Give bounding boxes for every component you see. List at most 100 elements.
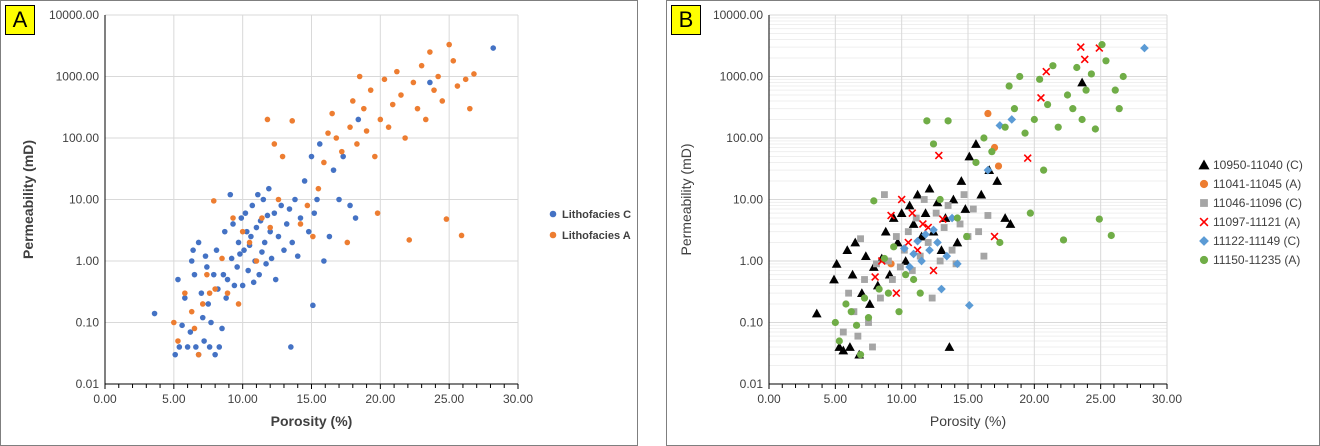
y-axis-title: Permeability (mD) (678, 143, 694, 255)
data-point-lithofacies-c (205, 301, 212, 307)
data-point-10950-11040-c (908, 219, 919, 228)
data-point-lithofacies-a (367, 87, 374, 93)
data-point-lithofacies-c (176, 344, 183, 350)
data-point-11046-11096-c (936, 257, 944, 265)
data-point-lithofacies-c (242, 210, 249, 216)
data-point-lithofacies-a (289, 118, 296, 124)
data-point-lithofacies-c (198, 290, 205, 296)
data-point-lithofacies-a (385, 124, 392, 130)
data-point-lithofacies-a (297, 221, 304, 227)
data-point-11046-11096-c (980, 252, 988, 260)
data-point-lithofacies-a (363, 128, 370, 134)
data-point-lithofacies-c (201, 338, 207, 344)
data-point-11041-11045-a (994, 162, 1003, 170)
data-point-lithofacies-c (288, 344, 294, 350)
data-point-lithofacies-c (336, 196, 342, 203)
data-point-10950-11040-c (845, 342, 855, 351)
data-point-lithofacies-a (195, 351, 202, 358)
data-point-lithofacies-c (260, 196, 267, 203)
data-point-10950-11040-c (864, 299, 875, 308)
data-point-11046-11096-c (865, 319, 872, 326)
data-point-lithofacies-c (227, 191, 234, 198)
data-point-lithofacies-a (389, 101, 396, 108)
data-point-lithofacies-c (308, 153, 315, 160)
data-point-10950-11040-c (924, 183, 935, 193)
x-tick-label: 5.00 (824, 392, 848, 406)
data-point-lithofacies-a (210, 198, 217, 204)
data-point-lithofacies-a (350, 98, 356, 104)
legend-marker-11097-11121-a (1199, 217, 1209, 227)
data-point-lithofacies-c (243, 228, 250, 235)
data-point-11097-11121-a (934, 151, 943, 160)
data-point-lithofacies-a (171, 319, 177, 326)
data-point-11097-11121-a (1023, 154, 1032, 163)
data-point-11046-11096-c (857, 235, 864, 243)
data-point-lithofacies-a (224, 290, 231, 296)
data-point-lithofacies-a (344, 239, 351, 246)
data-point-lithofacies-c (321, 258, 327, 264)
data-point-11097-11121-a (892, 289, 901, 298)
data-point-10950-11040-c (971, 139, 981, 148)
data-point-11150-11235-a (1102, 57, 1110, 65)
data-point-lithofacies-c (179, 322, 185, 329)
data-point-11097-11121-a (908, 209, 917, 218)
y-tick-label: 0.01 (740, 377, 764, 391)
data-point-lithofacies-c (352, 215, 359, 221)
data-point-lithofacies-c (182, 295, 188, 301)
data-point-lithofacies-a (377, 116, 384, 123)
data-point-lithofacies-c (208, 319, 214, 326)
data-point-lithofacies-c (175, 276, 181, 283)
data-point-lithofacies-a (446, 41, 452, 48)
data-point-lithofacies-a (356, 73, 363, 80)
data-point-lithofacies-c (212, 351, 218, 358)
data-point-11046-11096-c (916, 252, 924, 260)
data-point-lithofacies-c (193, 344, 199, 350)
data-point-lithofacies-c (237, 251, 243, 257)
data-point-11150-11235-a (963, 232, 971, 241)
data-point-11150-11235-a (875, 285, 883, 293)
data-point-lithofacies-c (249, 202, 256, 209)
panel-label-b: B (671, 5, 701, 35)
data-point-lithofacies-a (271, 141, 278, 147)
data-point-lithofacies-a (374, 210, 381, 216)
data-point-lithofacies-a (462, 76, 469, 83)
data-point-11150-11235-a (1040, 166, 1048, 174)
data-point-11122-11149-c (953, 259, 962, 269)
data-point-11150-11235-a (852, 321, 861, 329)
data-point-lithofacies-a (471, 71, 477, 77)
data-point-lithofacies-c (190, 247, 196, 253)
data-point-11150-11235-a (860, 294, 869, 302)
data-point-11046-11096-c (969, 205, 977, 213)
data-point-lithofacies-a (275, 196, 282, 203)
data-point-11150-11235-a (972, 158, 980, 167)
data-point-11046-11096-c (881, 191, 888, 199)
data-point-lithofacies-a (321, 159, 327, 166)
data-point-11041-11045-a (984, 109, 992, 118)
x-tick-label: 5.00 (162, 392, 186, 406)
data-point-lithofacies-a (253, 258, 260, 264)
data-point-10950-11040-c (1000, 213, 1011, 222)
data-point-lithofacies-c (172, 351, 179, 358)
data-point-lithofacies-c (216, 344, 223, 350)
data-point-lithofacies-a (398, 92, 404, 98)
data-point-11150-11235-a (916, 289, 924, 297)
y-tick-label: 1000.00 (56, 70, 100, 84)
data-point-lithofacies-a (182, 290, 188, 296)
data-point-11150-11235-a (944, 117, 952, 125)
data-point-lithofacies-c (314, 196, 320, 203)
data-point-10950-11040-c (896, 208, 907, 218)
data-point-10950-11040-c (904, 200, 915, 210)
x-tick-label: 15.00 (953, 392, 983, 406)
data-point-lithofacies-c (256, 271, 262, 278)
data-point-lithofacies-a (406, 237, 413, 243)
scatter-chart-b: 0.01 0.10 1.00 10.00 100.00 1000.00 10000.00 0.… (678, 8, 1303, 429)
data-point-lithofacies-c (219, 325, 225, 332)
data-point-11150-11235-a (936, 195, 944, 204)
data-point-11122-11149-c (925, 245, 934, 255)
data-point-11046-11096-c (873, 260, 880, 268)
data-point-11046-11096-c (975, 228, 983, 236)
data-point-11097-11121-a (1080, 55, 1089, 64)
y-tick-label: 10000.00 (713, 8, 763, 22)
data-point-11097-11121-a (904, 238, 913, 247)
data-point-lithofacies-a (264, 116, 271, 123)
